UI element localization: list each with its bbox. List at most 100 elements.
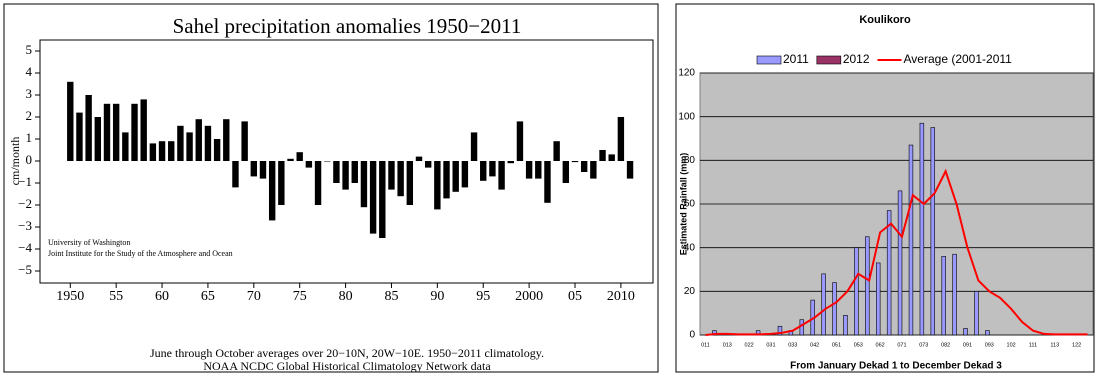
bar — [259, 161, 267, 179]
bar — [489, 161, 496, 177]
bar — [886, 210, 892, 336]
bar — [241, 121, 248, 161]
bar — [406, 161, 414, 205]
x-tick-label: 011 — [701, 342, 710, 348]
x-tick-label: 062 — [876, 342, 885, 348]
y-tick-label: 80 — [684, 155, 696, 166]
bar — [562, 161, 570, 183]
caption: June through October averages over 20−10… — [150, 346, 544, 360]
x-tick-label: 1950 — [56, 289, 84, 304]
bar — [865, 236, 870, 336]
x-tick-label: 013 — [723, 342, 732, 348]
y-tick-label: 1 — [26, 130, 33, 145]
y-tick-label: 120 — [678, 68, 695, 79]
bar — [268, 161, 276, 221]
bar — [158, 141, 166, 161]
bar — [369, 161, 377, 234]
bar — [223, 119, 230, 161]
y-tick-label: −3 — [18, 218, 32, 233]
bar — [213, 139, 221, 161]
bar — [535, 161, 542, 179]
y-tick-label: 40 — [684, 242, 696, 253]
bar — [599, 150, 606, 161]
bar — [278, 161, 285, 205]
x-tick-label: 55 — [109, 289, 123, 304]
x-tick-label: 65 — [201, 289, 215, 304]
x-tick-label: 091 — [963, 342, 972, 348]
legend-swatch — [756, 55, 782, 65]
bar — [777, 325, 783, 336]
chart-title: Koulikoro — [859, 14, 911, 26]
bar — [85, 95, 92, 161]
bar — [908, 144, 914, 336]
bar — [67, 81, 74, 161]
x-tick-label: 90 — [430, 289, 444, 304]
bar — [507, 161, 514, 164]
legend-label: Average (2001-2011 — [904, 52, 1013, 66]
bar — [470, 132, 478, 161]
bar — [388, 161, 395, 190]
bar — [876, 262, 881, 336]
bar — [590, 161, 597, 179]
bar — [296, 152, 303, 161]
y-tick-label: −2 — [18, 196, 32, 211]
bar — [580, 161, 588, 172]
x-tick-label: 80 — [339, 289, 353, 304]
bar — [626, 161, 634, 179]
bar — [553, 141, 560, 161]
bar — [94, 117, 102, 161]
bar — [434, 161, 441, 210]
legend-label: 2012 — [843, 52, 870, 66]
y-tick-label: 0 — [26, 152, 33, 167]
x-tick-label: 113 — [1050, 342, 1059, 348]
bar — [122, 132, 129, 161]
x-tick-label: 073 — [919, 342, 928, 348]
bar — [571, 161, 579, 163]
bar — [525, 161, 533, 179]
x-tick-label: 051 — [832, 342, 841, 348]
x-tick-label: 082 — [941, 342, 950, 348]
bar — [333, 161, 340, 183]
y-tick-label: −1 — [18, 174, 32, 189]
annotation: Joint Institute for the Study of the Atm… — [48, 249, 233, 258]
bar — [112, 103, 120, 161]
y-tick-label: 2 — [26, 108, 33, 123]
x-tick-label: 022 — [745, 342, 754, 348]
bar — [342, 161, 349, 190]
bar — [424, 161, 432, 168]
x-tick-label: 2010 — [607, 289, 635, 304]
bar — [919, 122, 925, 336]
bar — [544, 161, 551, 203]
x-tick-label: 042 — [810, 342, 819, 348]
y-tick-label: 4 — [26, 64, 33, 79]
bar — [941, 256, 946, 336]
bar — [314, 161, 322, 205]
bar — [351, 161, 358, 183]
bar — [498, 161, 505, 190]
bar — [140, 99, 147, 161]
y-tick-label: 5 — [26, 42, 33, 57]
chart-title: Sahel precipitation anomalies 1950−2011 — [173, 14, 522, 38]
bar — [204, 125, 212, 161]
annotation: University of Washington — [48, 238, 130, 247]
bar — [821, 273, 826, 336]
bar — [177, 125, 184, 161]
bar — [952, 253, 957, 336]
y-axis-label: Estimated Rainfall (mm) — [678, 153, 688, 256]
bar — [305, 161, 313, 168]
bar — [461, 161, 469, 188]
x-tick-label: 111 — [1029, 342, 1037, 348]
bar — [608, 154, 615, 161]
left-panel — [3, 3, 659, 373]
x-tick-label: 75 — [293, 289, 307, 304]
bar — [897, 190, 903, 336]
x-tick-label: 093 — [985, 342, 994, 348]
caption: NOAA NCDC Global Historical Climatology … — [203, 359, 491, 373]
y-tick-label: 3 — [26, 86, 33, 101]
bar — [963, 328, 968, 336]
x-tick-label: 70 — [247, 289, 261, 304]
y-tick-label: −4 — [18, 240, 32, 255]
legend-label: 2011 — [783, 52, 809, 66]
bar — [617, 117, 625, 161]
